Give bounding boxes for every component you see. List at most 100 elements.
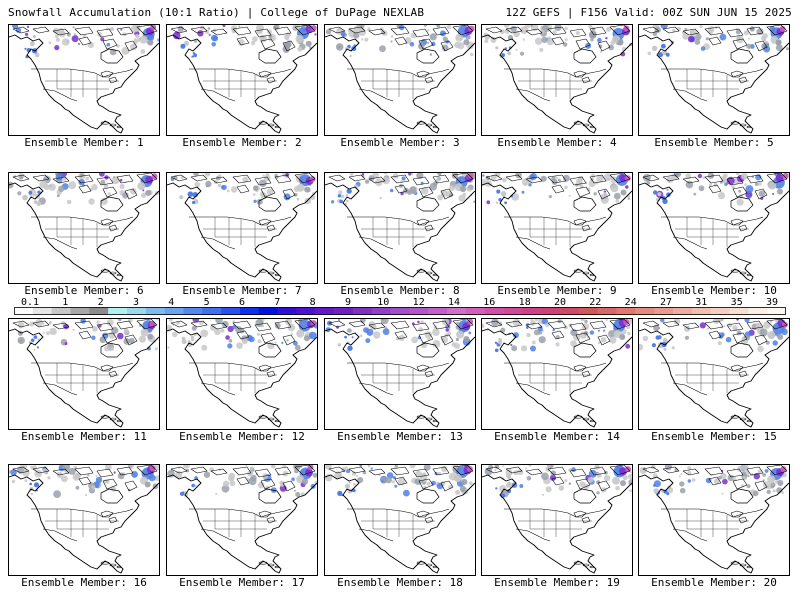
ensemble-member-panel — [481, 24, 633, 136]
arctic-island-outline — [52, 322, 70, 330]
coastline — [482, 34, 632, 134]
arctic-island-outline — [116, 320, 134, 330]
colorbar-swatch — [578, 307, 599, 315]
member-map — [167, 465, 317, 574]
snowfall-shading — [639, 319, 788, 353]
arctic-island-outline — [124, 480, 138, 492]
arctic-island-outline — [704, 26, 724, 36]
arctic-island-outline — [190, 174, 208, 182]
arctic-island-outline — [328, 466, 346, 474]
hudson-bay-outline — [258, 196, 282, 212]
island-outline — [746, 273, 752, 277]
ensemble-member-label: Ensemble Member: 17 — [179, 576, 305, 589]
arctic-island-outline — [394, 476, 408, 486]
arctic-island-outline — [609, 465, 631, 476]
member-map — [482, 465, 632, 574]
arctic-island-outline — [766, 319, 788, 330]
us-canada-border — [347, 216, 450, 226]
island-outline — [432, 419, 438, 423]
us-mexico-border — [515, 528, 551, 542]
ensemble-member-panel — [638, 24, 790, 136]
us-canada-border — [661, 216, 764, 226]
island-outline — [274, 565, 280, 569]
island-outline — [116, 125, 122, 129]
arctic-island-outline — [52, 28, 70, 36]
island-outline — [258, 121, 268, 125]
arctic-island-outline — [260, 332, 276, 344]
arctic-island-outline — [485, 466, 503, 474]
arctic-island-outline — [136, 25, 158, 36]
colorbar-tick-label: 31 — [695, 297, 707, 308]
arctic-island-outline — [236, 36, 250, 46]
colorbar-swatch — [108, 307, 128, 315]
snowfall-shading — [172, 25, 317, 59]
great-lake-outline — [738, 224, 748, 232]
island-outline — [739, 271, 747, 275]
great-lake-outline — [738, 76, 748, 84]
header-title-right: 12Z GEFS | F156 Valid: 00Z SUN JUN 15 20… — [505, 6, 792, 19]
arctic-island-outline — [254, 322, 272, 332]
island-outline — [267, 271, 275, 275]
colorbar-tick-label: 22 — [589, 297, 601, 308]
colorbar-swatch — [409, 307, 429, 315]
arctic-island-outline — [746, 466, 764, 476]
arctic-island-outline — [547, 320, 567, 330]
arctic-island-outline — [190, 466, 208, 474]
arctic-island-outline — [96, 28, 114, 38]
arctic-island-outline — [190, 320, 208, 328]
island-outline — [425, 271, 433, 275]
snowfall-shading — [642, 173, 789, 206]
island-outline — [573, 269, 583, 273]
arctic-island-outline — [52, 176, 70, 184]
coastline — [167, 328, 317, 428]
island-outline — [116, 419, 122, 423]
island-outline — [267, 563, 275, 567]
coastline — [482, 328, 632, 428]
colorbar-swatch — [89, 307, 109, 315]
arctic-island-outline — [32, 174, 50, 182]
ensemble-member-label: Ensemble Member: 3 — [340, 136, 460, 149]
arctic-island-outline — [432, 174, 450, 184]
arctic-island-outline — [732, 478, 748, 490]
island-outline — [416, 415, 426, 419]
great-lake-outline — [108, 516, 118, 524]
hudson-bay-outline — [416, 488, 440, 504]
colorbar-swatch — [239, 307, 260, 315]
island-outline — [573, 415, 583, 419]
ensemble-member-label: Ensemble Member: 19 — [494, 576, 620, 589]
arctic-island-outline — [551, 184, 565, 194]
arctic-island-outline — [96, 468, 114, 478]
us-canada-border — [504, 216, 607, 226]
arctic-island-outline — [726, 468, 744, 478]
arctic-island-outline — [368, 322, 386, 330]
arctic-island-outline — [569, 468, 587, 478]
ensemble-member-label: Ensemble Member: 15 — [651, 430, 777, 443]
us-canada-border — [347, 68, 450, 78]
great-lake-outline — [581, 516, 591, 524]
arctic-island-outline — [440, 480, 454, 492]
ensemble-member-panel — [481, 464, 633, 576]
great-lake-outline — [258, 510, 272, 518]
great-lake-outline — [266, 370, 276, 378]
arctic-island-outline — [682, 468, 700, 476]
great-lake-outline — [424, 76, 434, 84]
colorbar-tick-label: 4 — [168, 297, 174, 308]
island-outline — [274, 419, 280, 423]
arctic-island-outline — [704, 466, 724, 476]
colorbar-swatch — [484, 307, 504, 315]
arctic-island-outline — [432, 26, 450, 36]
great-lake-outline — [424, 516, 434, 524]
island-outline — [746, 125, 752, 129]
member-map — [482, 173, 632, 282]
arctic-island-outline — [348, 466, 366, 474]
snowfall-shading — [12, 25, 159, 59]
arctic-island-outline — [575, 332, 591, 344]
colorbar-tick-label: 16 — [483, 297, 495, 308]
arctic-island-outline — [170, 174, 188, 182]
colorbar-swatch — [202, 307, 222, 315]
arctic-island-outline — [190, 26, 208, 34]
colorbar-tick-label: 10 — [377, 297, 389, 308]
arctic-island-outline — [525, 28, 543, 36]
us-canada-border — [189, 68, 292, 78]
